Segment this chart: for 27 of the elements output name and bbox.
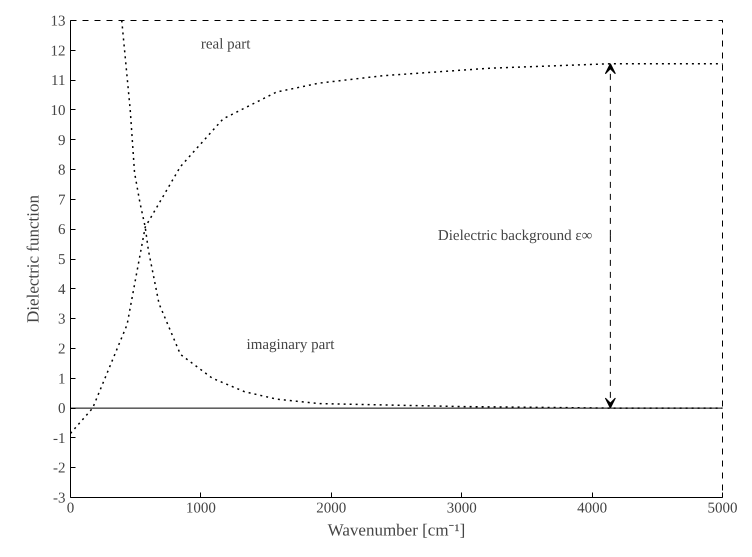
y-tick-label: 12	[50, 43, 66, 60]
y-tick-label: 11	[51, 73, 66, 90]
y-tick-label: 13	[50, 14, 66, 30]
y-tick-label: 2	[58, 341, 66, 358]
x-tick-label: 5000	[708, 500, 738, 516]
annotation: Dielectric background ε∞	[438, 228, 593, 244]
y-tick-label: 3	[58, 312, 66, 328]
y-tick-label: 8	[58, 162, 66, 179]
y-tick-label: 10	[50, 102, 66, 119]
y-tick-label: 6	[58, 222, 66, 238]
annotation: real part	[200, 36, 252, 52]
x-tick-label: 2000	[316, 500, 346, 516]
y-tick-label: 0	[58, 401, 66, 418]
x-axis-title: Wavenumber [cm⁻¹]	[328, 520, 466, 540]
annotation: imaginary part	[246, 336, 336, 353]
y-tick-label: 1	[58, 371, 66, 388]
x-tick-label: 3000	[446, 500, 477, 516]
y-tick-label: -3	[53, 490, 66, 506]
x-tick-label: 1000	[186, 500, 216, 516]
y-tick-label: 9	[58, 132, 66, 149]
y-axis-title: Dielectric function	[24, 194, 42, 323]
y-tick-label: -2	[53, 460, 66, 477]
y-tick-label: 4	[58, 282, 66, 298]
x-tick-label: 4000	[577, 500, 608, 516]
y-tick-label: 7	[58, 192, 66, 208]
y-tick-label: 5	[58, 252, 66, 268]
y-tick-label: -1	[53, 430, 66, 447]
